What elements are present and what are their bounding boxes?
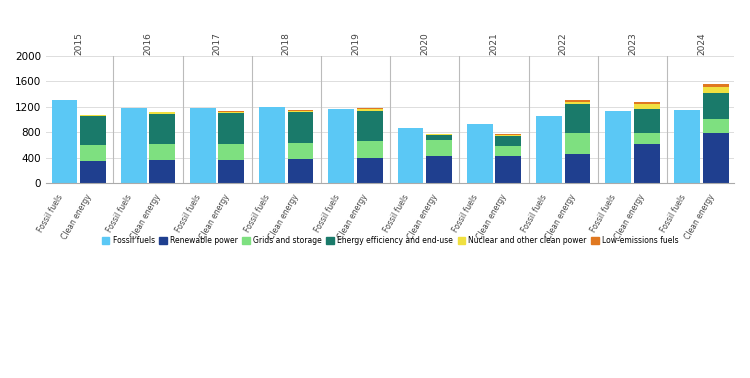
Bar — [703, 133, 729, 183]
Bar — [495, 146, 521, 155]
Bar — [357, 141, 382, 158]
Bar — [634, 102, 659, 104]
Bar — [218, 112, 244, 113]
Bar — [426, 140, 452, 156]
Bar — [218, 144, 244, 160]
Bar — [288, 159, 314, 183]
Bar — [80, 115, 106, 116]
Bar — [80, 145, 106, 161]
Bar — [288, 110, 314, 111]
Bar — [605, 111, 631, 183]
Bar — [52, 100, 77, 183]
Bar — [703, 119, 729, 133]
Bar — [357, 111, 382, 141]
Bar — [495, 134, 521, 135]
Text: 2015: 2015 — [74, 32, 83, 55]
Bar — [190, 108, 216, 183]
Bar — [426, 135, 452, 140]
Bar — [703, 87, 729, 93]
Bar — [634, 109, 659, 133]
Text: 2020: 2020 — [420, 32, 429, 55]
Bar — [495, 135, 521, 136]
Text: 2018: 2018 — [282, 32, 291, 55]
Legend: Fossil fuels, Renewable power, Grids and storage, Energy efficiency and end-use,: Fossil fuels, Renewable power, Grids and… — [99, 233, 682, 248]
Bar — [426, 134, 452, 135]
Text: 2016: 2016 — [143, 32, 152, 55]
Bar — [495, 136, 521, 146]
Bar — [634, 144, 659, 183]
Text: 2019: 2019 — [351, 32, 360, 55]
Bar — [565, 104, 590, 133]
Bar — [288, 143, 314, 159]
Bar — [80, 116, 106, 145]
Bar — [149, 144, 175, 160]
Text: 2017: 2017 — [212, 32, 221, 55]
Bar — [357, 158, 382, 183]
Bar — [218, 113, 244, 144]
Bar — [703, 84, 729, 87]
Bar — [357, 109, 382, 111]
Bar — [565, 133, 590, 154]
Bar — [674, 110, 700, 183]
Bar — [288, 111, 314, 112]
Bar — [466, 124, 493, 183]
Text: 2022: 2022 — [559, 32, 568, 55]
Bar — [121, 108, 146, 183]
Bar — [634, 104, 659, 109]
Bar — [634, 133, 659, 144]
Text: 2023: 2023 — [628, 32, 637, 55]
Bar — [80, 161, 106, 183]
Bar — [218, 160, 244, 183]
Bar — [149, 160, 175, 183]
Bar — [398, 128, 424, 183]
Bar — [260, 107, 285, 183]
Text: 2024: 2024 — [698, 32, 706, 55]
Bar — [536, 116, 562, 183]
Bar — [357, 108, 382, 109]
Bar — [288, 112, 314, 143]
Bar — [426, 133, 452, 134]
Bar — [495, 155, 521, 183]
Bar — [426, 156, 452, 183]
Bar — [565, 154, 590, 183]
Bar — [565, 101, 590, 102]
Bar — [149, 112, 175, 114]
Bar — [565, 102, 590, 104]
Bar — [703, 93, 729, 119]
Bar — [218, 111, 244, 112]
Text: 2021: 2021 — [490, 32, 499, 55]
Bar — [328, 109, 354, 183]
Bar — [149, 114, 175, 144]
